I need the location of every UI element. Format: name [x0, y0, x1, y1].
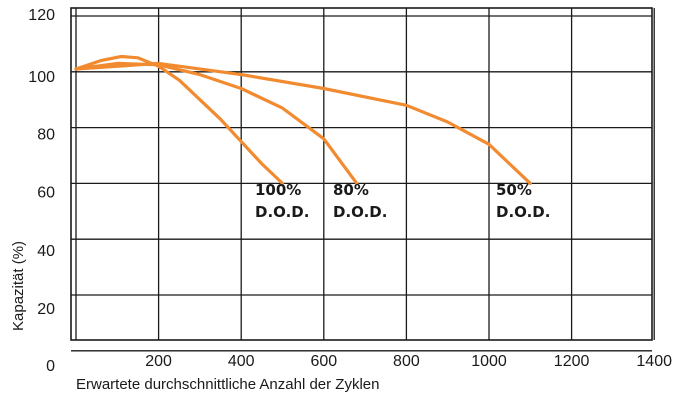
x-tick-label: 800	[393, 353, 420, 370]
x-tick-label: 1000	[471, 353, 507, 370]
x-tick-label: 1200	[554, 353, 590, 370]
y-tick-label: 60	[37, 184, 55, 201]
y-tick-label: 120	[28, 7, 55, 24]
plot-frame	[70, 7, 653, 341]
series-labels: 100% D.O.D. 80% D.O.D. 50% D.O.D.	[255, 181, 550, 221]
y-axis-ticks: 120 100 80 60 40 20 0	[28, 7, 55, 375]
x-tick-label: 400	[228, 353, 255, 370]
y-tick-label: 20	[37, 301, 55, 318]
y-tick-label: 80	[37, 127, 55, 144]
series-line-3	[74, 61, 532, 185]
x-tick-label: 1400	[636, 353, 672, 370]
grid	[70, 7, 655, 352]
x-axis-ticks: 200 400 600 800 1000 1200 1400	[145, 353, 672, 370]
series-label-1: 100%	[255, 181, 301, 199]
series-line-1	[74, 54, 285, 185]
series-line-2	[74, 61, 359, 185]
series-label-2: 80%	[333, 181, 369, 199]
series-label-1: D.O.D.	[255, 203, 309, 221]
series-lines	[74, 54, 532, 185]
series-label-2: D.O.D.	[333, 203, 387, 221]
y-axis-label: Kapazität (%)	[10, 241, 27, 331]
x-axis-label: Erwartete durchschnittliche Anzahl der Z…	[76, 376, 379, 393]
y-tick-label: 100	[28, 69, 55, 86]
y-tick-label: 0	[46, 358, 55, 375]
y-tick-label: 40	[37, 243, 55, 260]
series-label-3: D.O.D.	[496, 203, 550, 221]
x-tick-label: 200	[145, 353, 172, 370]
x-tick-label: 600	[310, 353, 337, 370]
series-label-3: 50%	[496, 181, 532, 199]
